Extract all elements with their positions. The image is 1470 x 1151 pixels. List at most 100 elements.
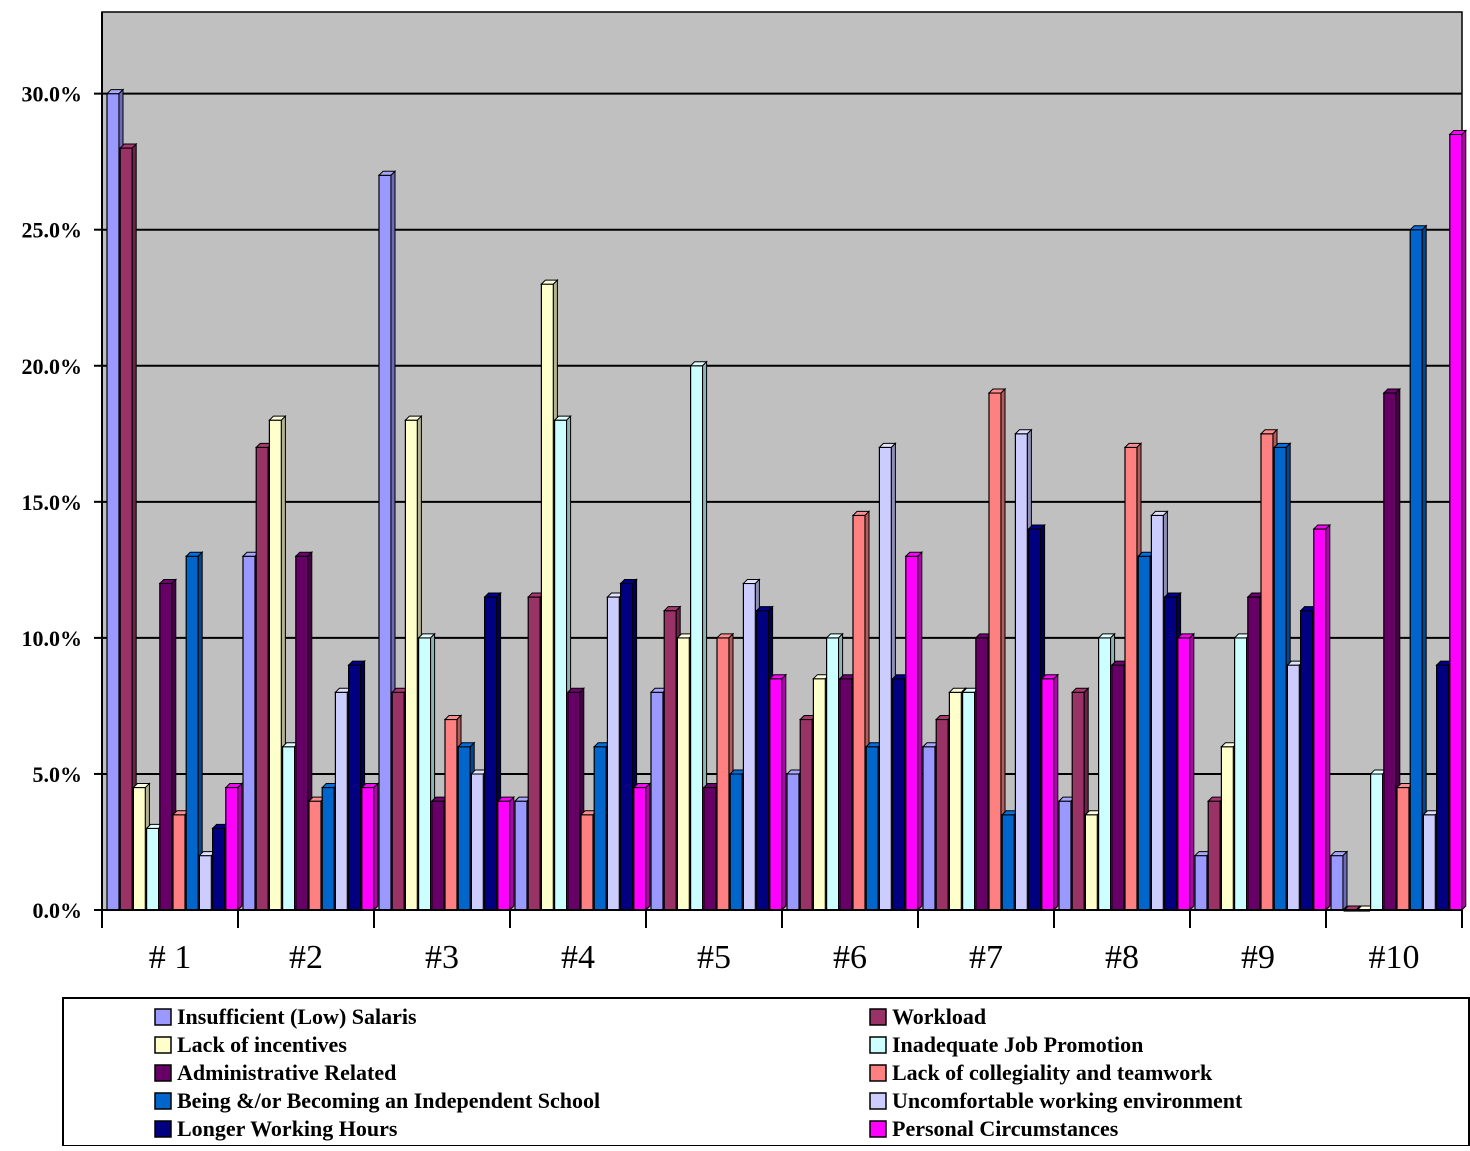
bar-face (1071, 691, 1085, 911)
bar-face (1260, 433, 1274, 911)
bar-face (729, 773, 743, 911)
bar-face (1286, 664, 1301, 911)
bar-side (917, 551, 923, 912)
bar-face (1041, 678, 1055, 911)
legend-swatch (869, 1092, 887, 1110)
bar-face (321, 786, 335, 911)
bar (1070, 687, 1090, 912)
x-tick-label: #6 (833, 939, 867, 976)
bar-face (540, 283, 555, 911)
legend-swatch (869, 1064, 887, 1082)
bar (1408, 224, 1428, 912)
bar-face (1330, 854, 1344, 911)
bar-face (282, 746, 296, 911)
bar-face (703, 786, 717, 911)
x-tick-label: #7 (969, 939, 1003, 976)
bar-side (1325, 523, 1331, 912)
bar (496, 795, 516, 912)
bar-face (878, 446, 893, 911)
bar-face (1435, 664, 1450, 911)
bar-face (119, 147, 133, 911)
bar-face (922, 746, 936, 911)
bar-side (1355, 905, 1361, 911)
legend-label: Workload (892, 1004, 986, 1029)
legend-item: Being &/or Becoming an Independent Schoo… (154, 1088, 600, 1113)
bar-face (172, 814, 186, 911)
bar-face (514, 800, 528, 911)
bar-face (212, 827, 226, 911)
bar-face (988, 392, 1002, 911)
bar-face (663, 610, 677, 911)
bar-side (1189, 632, 1195, 912)
bar-face (716, 637, 730, 911)
legend-swatch (154, 1120, 172, 1138)
legend-item: Workload (869, 1004, 986, 1029)
bar-face (1163, 596, 1178, 911)
bar-face (1137, 555, 1151, 911)
bar (360, 782, 380, 912)
legend-label: Uncomfortable working environment (892, 1088, 1243, 1113)
bar-face (1247, 596, 1261, 911)
bar-face (593, 746, 607, 911)
bar-face (1097, 637, 1112, 911)
legend-label: Being &/or Becoming an Independent Schoo… (177, 1088, 600, 1113)
bar-side (237, 782, 243, 912)
x-tick-label: #9 (1241, 939, 1275, 976)
bar-face (825, 637, 840, 911)
bar-face (961, 691, 976, 911)
bar (1040, 673, 1060, 912)
y-tick-label: 0.0% (33, 898, 83, 923)
bar-face (1177, 637, 1191, 911)
bar-face (361, 786, 375, 911)
legend-item: Uncomfortable working environment (869, 1088, 1243, 1113)
bar-face (812, 678, 827, 911)
bar-side (781, 673, 787, 912)
bar-face (484, 596, 498, 911)
legend-label: Lack of incentives (177, 1032, 347, 1057)
bar-face (1027, 528, 1042, 911)
bar (632, 782, 652, 912)
x-tick-label: #4 (561, 939, 595, 976)
bar (1312, 523, 1332, 912)
legend-item: Personal Circumstances (869, 1116, 1119, 1141)
bar-face (755, 610, 770, 911)
legend-label: Inadequate Job Promotion (892, 1032, 1143, 1057)
bar-face (391, 691, 405, 911)
bar-side (1461, 129, 1467, 912)
x-tick-label: #2 (289, 939, 323, 976)
bar-face (1150, 514, 1165, 911)
bar-face (348, 664, 362, 911)
bar-face (1207, 800, 1221, 911)
legend-swatch (154, 1092, 172, 1110)
bar-face (1194, 854, 1208, 911)
bar (566, 687, 586, 912)
bar-face (1313, 528, 1327, 911)
axes: 0.0% 5.0% 10.0% 15.0% 20.0% 25.0% 30.0% # 1 #2 #3… (22, 12, 1463, 976)
bar (1176, 632, 1196, 912)
legend-label: Longer Working Hours (177, 1116, 398, 1141)
bar-face (580, 814, 594, 911)
bar-face (268, 419, 282, 911)
bar-face (1014, 433, 1029, 911)
bar-face (553, 419, 568, 911)
bar-face (1299, 610, 1314, 911)
y-tick-label: 30.0% (22, 82, 83, 107)
bar-face (1233, 637, 1248, 911)
bar (987, 387, 1007, 912)
x-tick-label: #10 (1369, 939, 1420, 976)
legend-label: Lack of collegiality and teamwork (892, 1060, 1213, 1085)
legend-item: Administrative Related (154, 1060, 396, 1085)
bar-face (1369, 773, 1384, 911)
bar-face (606, 596, 621, 911)
bar-face (689, 365, 704, 911)
bar-face (786, 773, 800, 911)
bar-face (1396, 786, 1410, 911)
legend-item: Inadequate Job Promotion (869, 1032, 1143, 1057)
bar-face (159, 582, 173, 911)
bar (768, 673, 788, 912)
bar-face (185, 555, 199, 911)
bar-face (1273, 446, 1287, 911)
legend: Insufficient (Low) Salaris Workload Lack o… (62, 997, 1470, 1147)
